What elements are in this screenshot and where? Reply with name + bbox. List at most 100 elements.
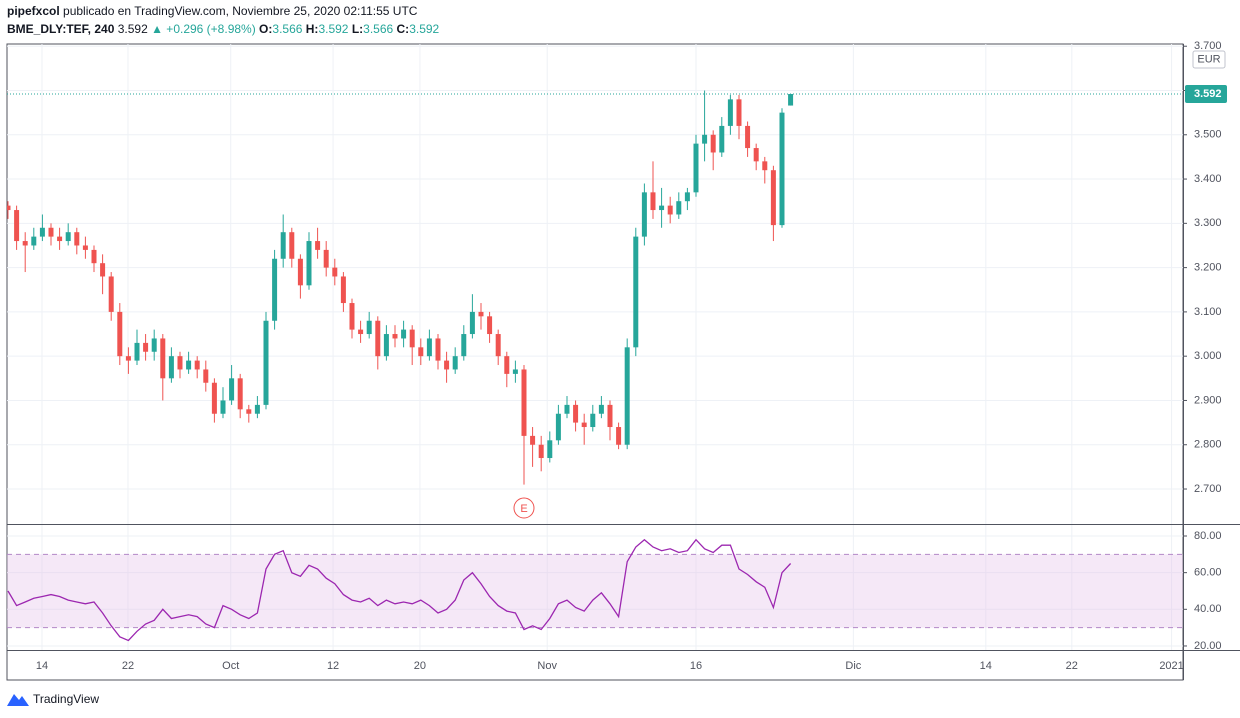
event-label: E — [520, 503, 527, 515]
candle-body — [22, 241, 28, 246]
candle-body — [349, 303, 355, 330]
y-tick-label: 2.700 — [1194, 483, 1222, 495]
candle-body — [375, 320, 381, 357]
rsi-band — [7, 554, 1183, 628]
candle-body — [444, 360, 450, 370]
candle-body — [504, 356, 510, 374]
brand: TradingView — [33, 692, 99, 706]
candle-body — [100, 263, 106, 277]
candle-body — [650, 192, 656, 211]
candle-body — [211, 382, 217, 414]
y-tick-label: 40.00 — [1194, 603, 1222, 615]
candle-body — [598, 404, 604, 414]
candle-body — [289, 232, 295, 259]
candle-body — [624, 347, 630, 445]
candle-body — [306, 241, 312, 286]
candle-body — [547, 440, 553, 459]
candle-body — [555, 413, 561, 441]
x-tick-label: 12 — [327, 660, 339, 672]
candle-body — [194, 360, 200, 370]
y-tick-label: 2.900 — [1194, 394, 1222, 406]
candle-body — [573, 404, 579, 423]
candle-body — [693, 143, 699, 193]
candle-body — [581, 422, 587, 428]
quote-label: O: — [259, 22, 272, 36]
y-tick-label: 3.100 — [1194, 306, 1222, 318]
x-tick-label: 16 — [690, 660, 702, 672]
candle-body — [220, 400, 226, 414]
event-marker — [513, 497, 535, 519]
grid — [7, 44, 1183, 650]
candle-body — [469, 311, 475, 335]
candle-body — [134, 342, 140, 361]
rsi-line — [7, 538, 792, 642]
y-tick-label: 3.300 — [1194, 217, 1222, 229]
logo — [7, 694, 29, 706]
candle-body — [263, 320, 269, 405]
candle-body — [65, 232, 71, 242]
candle-body — [7, 205, 11, 211]
candle-body — [641, 192, 647, 237]
candle-body — [418, 347, 424, 357]
candle-body — [229, 378, 235, 401]
candle-body — [512, 369, 518, 374]
candle-body — [401, 329, 407, 339]
published: publicado en TradingView.com, Noviembre … — [63, 4, 418, 18]
candle-body — [487, 316, 493, 335]
currency-box — [1192, 50, 1226, 69]
pane-1 — [7, 538, 1183, 642]
candle-body — [57, 236, 63, 242]
candle-body — [323, 249, 329, 268]
quote-value: 3.566 — [363, 22, 393, 36]
candle-body — [521, 369, 527, 436]
quote-label: L: — [352, 22, 363, 36]
y-tick-label: 20.00 — [1194, 640, 1222, 652]
candle-body — [315, 241, 321, 250]
candle-body — [203, 369, 209, 383]
author: pipefxcol — [7, 4, 60, 18]
candle-body — [710, 134, 716, 153]
candle-body — [297, 258, 303, 286]
candle-body — [186, 360, 192, 370]
price: 3.592 — [118, 22, 148, 36]
candle-body — [82, 245, 88, 250]
x-tick-label: 2021 — [1159, 660, 1183, 672]
x-tick-label: Dic — [845, 660, 861, 672]
quote-label: H: — [306, 22, 319, 36]
candle-body — [495, 334, 501, 357]
header-line: pipefxcol publicado en TradingView.com, … — [7, 4, 418, 18]
candle-body — [719, 125, 725, 153]
candle-body — [246, 409, 252, 414]
x-tick-label: Nov — [537, 660, 557, 672]
candle-body — [753, 148, 759, 162]
candle-body — [14, 210, 20, 242]
y-tick-label: 60.00 — [1194, 567, 1222, 579]
x-tick-label: 22 — [122, 660, 134, 672]
candle-body — [74, 232, 80, 246]
candle-body — [727, 99, 733, 126]
symbol: BME_DLY:TEF, 240 — [7, 22, 115, 36]
candle-body — [48, 227, 54, 237]
candle-body — [117, 311, 123, 357]
candle-body — [280, 232, 286, 259]
candle-body — [667, 205, 673, 215]
candle-body — [788, 94, 794, 106]
candle-body — [564, 404, 570, 414]
last-price-label: 3.592 — [1194, 88, 1222, 100]
y-tick-label: 80.00 — [1194, 530, 1222, 542]
candle-body — [358, 329, 364, 335]
x-tick-label: 14 — [980, 660, 992, 672]
candle-body — [91, 249, 97, 264]
quote-line: BME_DLY:TEF, 240 3.592 ▲ +0.296 (+8.98%)… — [7, 22, 440, 36]
candle-body — [254, 404, 260, 414]
candle-body — [461, 334, 467, 357]
x-tick-label: 14 — [36, 660, 48, 672]
candle-body — [702, 134, 708, 144]
candle-body — [659, 205, 665, 211]
y-tick-label: 3.500 — [1194, 129, 1222, 141]
candle-body — [151, 338, 157, 352]
currency: EUR — [1197, 53, 1220, 65]
quote-value: 3.592 — [318, 22, 348, 36]
y-axis: 14 22 Oct 12 20 Nov 16 Dic 14 22 2021 2.700 2.800 2.9… — [36, 40, 1222, 672]
